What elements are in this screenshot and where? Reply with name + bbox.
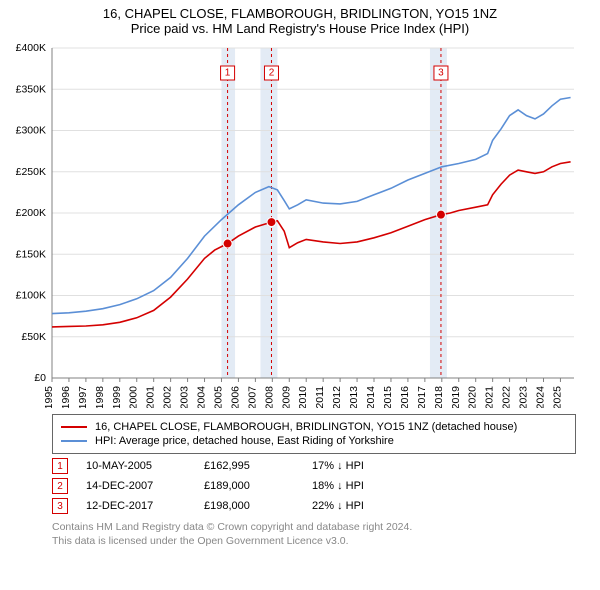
svg-text:2015: 2015 xyxy=(382,386,394,408)
svg-text:2018: 2018 xyxy=(433,386,445,408)
legend-row: HPI: Average price, detached house, East… xyxy=(61,435,567,447)
legend: 16, CHAPEL CLOSE, FLAMBOROUGH, BRIDLINGT… xyxy=(52,414,576,454)
svg-text:1: 1 xyxy=(225,68,231,79)
svg-text:1997: 1997 xyxy=(77,386,89,408)
page-container: 16, CHAPEL CLOSE, FLAMBOROUGH, BRIDLINGT… xyxy=(0,0,600,548)
svg-text:2011: 2011 xyxy=(314,386,326,408)
svg-text:2012: 2012 xyxy=(331,386,343,408)
svg-text:2022: 2022 xyxy=(501,386,513,408)
svg-text:2025: 2025 xyxy=(551,386,563,408)
svg-text:£0: £0 xyxy=(34,372,46,384)
svg-text:£300K: £300K xyxy=(16,125,46,137)
event-badge: 1 xyxy=(52,458,68,474)
event-row: 2 14-DEC-2007 £189,000 18% ↓ HPI xyxy=(52,478,576,494)
title-block: 16, CHAPEL CLOSE, FLAMBOROUGH, BRIDLINGT… xyxy=(0,0,600,38)
chart-svg: £0 £50K £100K £150K £200K £250K £300K £350K £400… xyxy=(0,38,600,408)
svg-text:2014: 2014 xyxy=(365,386,377,408)
svg-text:2002: 2002 xyxy=(162,386,174,408)
svg-text:2000: 2000 xyxy=(128,386,140,408)
event-pct: 22% ↓ HPI xyxy=(312,500,364,512)
svg-text:2004: 2004 xyxy=(196,386,208,408)
event-pct: 18% ↓ HPI xyxy=(312,480,364,492)
svg-text:2005: 2005 xyxy=(212,386,224,408)
svg-text:£250K: £250K xyxy=(16,166,46,178)
svg-text:£400K: £400K xyxy=(16,42,46,54)
chart-area: £0 £50K £100K £150K £200K £250K £300K £350K £400… xyxy=(0,38,600,408)
svg-text:2019: 2019 xyxy=(450,386,462,408)
legend-row: 16, CHAPEL CLOSE, FLAMBOROUGH, BRIDLINGT… xyxy=(61,421,567,433)
svg-text:1996: 1996 xyxy=(60,386,72,408)
svg-text:2001: 2001 xyxy=(145,386,157,408)
svg-text:2010: 2010 xyxy=(297,386,309,408)
svg-text:£100K: £100K xyxy=(16,290,46,302)
svg-text:2007: 2007 xyxy=(246,386,258,408)
svg-text:£350K: £350K xyxy=(16,83,46,95)
svg-text:£200K: £200K xyxy=(16,207,46,219)
svg-text:2009: 2009 xyxy=(280,386,292,408)
legend-label: 16, CHAPEL CLOSE, FLAMBOROUGH, BRIDLINGT… xyxy=(95,421,517,433)
attribution: Contains HM Land Registry data © Crown c… xyxy=(52,520,576,548)
legend-swatch xyxy=(61,440,87,442)
svg-text:£150K: £150K xyxy=(16,248,46,260)
svg-text:2006: 2006 xyxy=(229,386,241,408)
svg-text:£50K: £50K xyxy=(21,331,46,343)
event-price: £189,000 xyxy=(204,480,294,492)
svg-text:1995: 1995 xyxy=(43,386,55,408)
attribution-line2: This data is licensed under the Open Gov… xyxy=(52,534,576,548)
svg-text:2016: 2016 xyxy=(399,386,411,408)
svg-text:2020: 2020 xyxy=(467,386,479,408)
title-subtitle: Price paid vs. HM Land Registry's House … xyxy=(0,21,600,36)
event-price: £162,995 xyxy=(204,460,294,472)
event-row: 1 10-MAY-2005 £162,995 17% ↓ HPI xyxy=(52,458,576,474)
attribution-line1: Contains HM Land Registry data © Crown c… xyxy=(52,520,576,534)
events-table: 1 10-MAY-2005 £162,995 17% ↓ HPI 2 14-DEC-200… xyxy=(52,458,576,514)
svg-text:2017: 2017 xyxy=(416,386,428,408)
svg-text:2008: 2008 xyxy=(263,386,275,408)
svg-text:1999: 1999 xyxy=(111,386,123,408)
svg-text:2013: 2013 xyxy=(348,386,360,408)
svg-text:2023: 2023 xyxy=(518,386,530,408)
event-badge: 2 xyxy=(52,478,68,494)
title-address: 16, CHAPEL CLOSE, FLAMBOROUGH, BRIDLINGT… xyxy=(0,6,600,21)
event-row: 3 12-DEC-2017 £198,000 22% ↓ HPI xyxy=(52,498,576,514)
event-date: 12-DEC-2017 xyxy=(86,500,186,512)
event-pct: 17% ↓ HPI xyxy=(312,460,364,472)
svg-text:2003: 2003 xyxy=(179,386,191,408)
legend-label: HPI: Average price, detached house, East… xyxy=(95,435,394,447)
event-date: 14-DEC-2007 xyxy=(86,480,186,492)
svg-text:2021: 2021 xyxy=(484,386,496,408)
svg-text:3: 3 xyxy=(438,68,444,79)
legend-swatch xyxy=(61,426,87,428)
event-price: £198,000 xyxy=(204,500,294,512)
svg-text:1998: 1998 xyxy=(94,386,106,408)
svg-text:2: 2 xyxy=(269,68,275,79)
event-badge: 3 xyxy=(52,498,68,514)
svg-text:2024: 2024 xyxy=(534,386,546,408)
event-date: 10-MAY-2005 xyxy=(86,460,186,472)
